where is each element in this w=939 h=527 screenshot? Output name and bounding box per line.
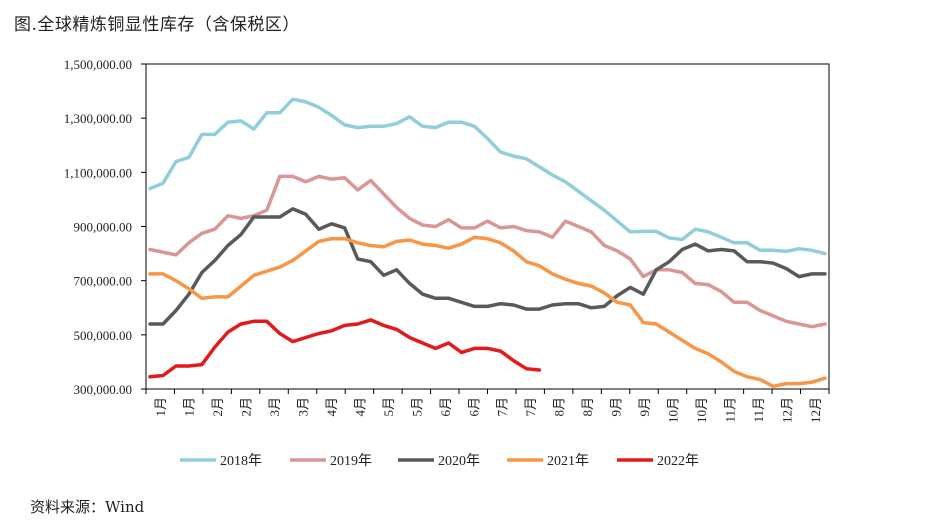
series-line-2018年	[148, 97, 827, 256]
x-tick-label: 7月	[523, 397, 538, 417]
x-tick-label: 4月	[324, 397, 339, 417]
y-tick-label: 700,000.00	[74, 274, 133, 289]
x-tick-label: 2月	[239, 397, 254, 417]
y-tick-label: 900,000.00	[74, 220, 133, 235]
legend-label-2018年: 2018年	[220, 453, 262, 469]
legend-label-2022年: 2022年	[657, 453, 699, 469]
x-tick-label: 1月	[153, 397, 168, 417]
x-tick-label: 10月	[665, 397, 680, 423]
x-tick-label: 1月	[182, 397, 197, 417]
x-tick-label: 5月	[409, 397, 424, 417]
series-line-2019年	[148, 174, 827, 329]
y-tick-label: 1,100,000.00	[64, 165, 132, 180]
x-tick-label: 8月	[552, 397, 567, 417]
legend-label-2019年: 2019年	[330, 453, 372, 469]
chart-title: 图.全球精炼铜显性库存（含保税区）	[14, 15, 300, 35]
x-tick-label: 5月	[381, 397, 396, 417]
series-line-2020年	[148, 207, 827, 326]
x-tick-label: 9月	[637, 397, 652, 417]
legend-label-2021年: 2021年	[547, 453, 589, 469]
x-tick-label: 12月	[779, 397, 794, 423]
y-tick-label: 1,300,000.00	[64, 111, 132, 126]
legend-label-2020年: 2020年	[438, 453, 480, 469]
x-tick-label: 6月	[466, 397, 481, 417]
x-tick-label: 4月	[352, 397, 367, 417]
x-tick-label: 10月	[694, 397, 709, 423]
x-tick-label: 11月	[722, 397, 737, 423]
y-tick-label: 1,500,000.00	[64, 57, 132, 72]
x-tick-label: 3月	[296, 397, 311, 417]
x-tick-label: 7月	[495, 397, 510, 417]
x-tick-label: 3月	[267, 397, 282, 417]
y-tick-label: 500,000.00	[74, 328, 133, 343]
data-source: 资料来源：Wind	[30, 498, 145, 516]
x-tick-label: 8月	[580, 397, 595, 417]
series-line-2021年	[148, 235, 827, 389]
x-tick-label: 11月	[751, 397, 766, 423]
series-line-2022年	[148, 318, 542, 379]
x-tick-label: 6月	[438, 397, 453, 417]
x-tick-label: 9月	[609, 397, 624, 417]
x-tick-label: 12月	[808, 397, 823, 423]
x-tick-label: 2月	[210, 397, 225, 417]
y-tick-label: 300,000.00	[74, 382, 133, 397]
